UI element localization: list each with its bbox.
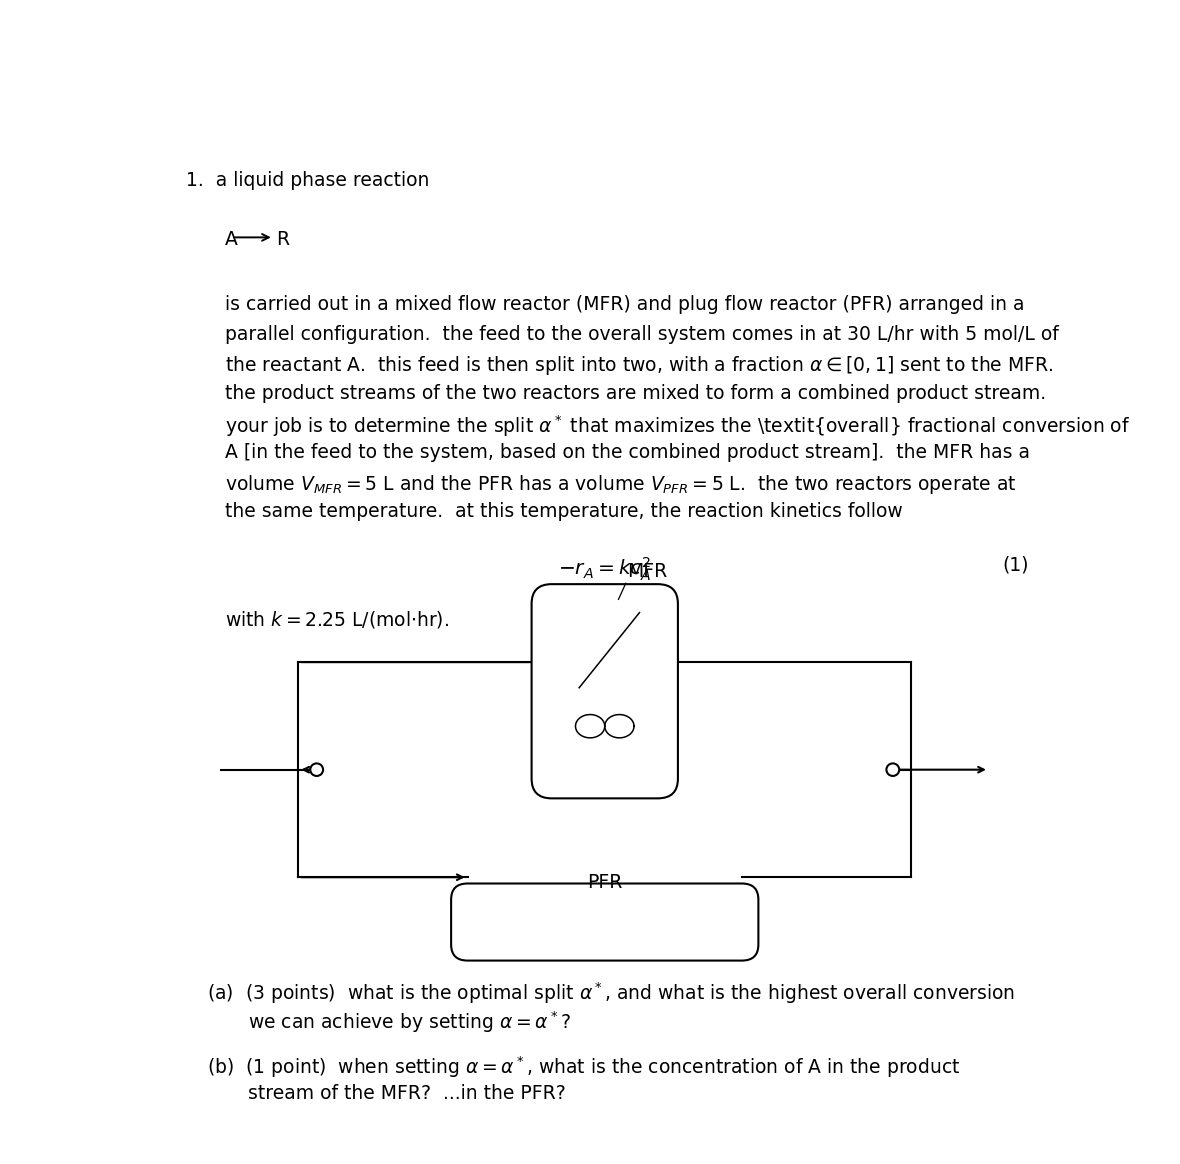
Text: A: A	[225, 230, 238, 249]
Text: (b)  (1 point)  when setting $\alpha = \alpha^*$, what is the concentration of A: (b) (1 point) when setting $\alpha = \al…	[206, 1055, 961, 1080]
Text: the reactant A.  this feed is then split into two, with a fraction $\alpha \in [: the reactant A. this feed is then split …	[225, 354, 1054, 377]
Text: your job is to determine the split $\alpha^*$ that maximizes the \textit{overall: your job is to determine the split $\alp…	[225, 413, 1130, 439]
Circle shape	[886, 764, 899, 776]
Text: MFR: MFR	[628, 561, 668, 581]
FancyBboxPatch shape	[531, 584, 677, 799]
Text: 1.  a liquid phase reaction: 1. a liquid phase reaction	[186, 171, 430, 190]
Circle shape	[310, 764, 323, 776]
Text: (a)  (3 points)  what is the optimal split $\alpha^*$, and what is the highest o: (a) (3 points) what is the optimal split…	[206, 980, 1015, 1006]
Text: the same temperature.  at this temperature, the reaction kinetics follow: the same temperature. at this temperatur…	[225, 503, 903, 521]
Text: the product streams of the two reactors are mixed to form a combined product str: the product streams of the two reactors …	[225, 384, 1047, 403]
Text: A [in the feed to the system, based on the combined product stream].  the MFR ha: A [in the feed to the system, based on t…	[225, 443, 1030, 462]
Text: is carried out in a mixed flow reactor (MFR) and plug flow reactor (PFR) arrange: is carried out in a mixed flow reactor (…	[225, 296, 1024, 314]
Text: we can achieve by setting $\alpha = \alpha^*$?: we can achieve by setting $\alpha = \alp…	[248, 1010, 571, 1036]
Text: PFR: PFR	[588, 873, 622, 893]
FancyBboxPatch shape	[451, 883, 759, 960]
Text: R: R	[276, 230, 289, 249]
Text: with $k = 2.25$ L/(mol$\cdot$hr).: with $k = 2.25$ L/(mol$\cdot$hr).	[225, 609, 450, 630]
Text: parallel configuration.  the feed to the overall system comes in at 30 L/hr with: parallel configuration. the feed to the …	[225, 325, 1058, 343]
Text: volume $V_{MFR} = 5$ L and the PFR has a volume $V_{PFR} = 5$ L.  the two reacto: volume $V_{MFR} = 5$ L and the PFR has a…	[225, 473, 1017, 496]
Text: stream of the MFR?  ...in the PFR?: stream of the MFR? ...in the PFR?	[248, 1084, 566, 1102]
Text: $-r_A = kc_A^2$: $-r_A = kc_A^2$	[558, 555, 651, 583]
Text: (1): (1)	[1003, 555, 1029, 575]
